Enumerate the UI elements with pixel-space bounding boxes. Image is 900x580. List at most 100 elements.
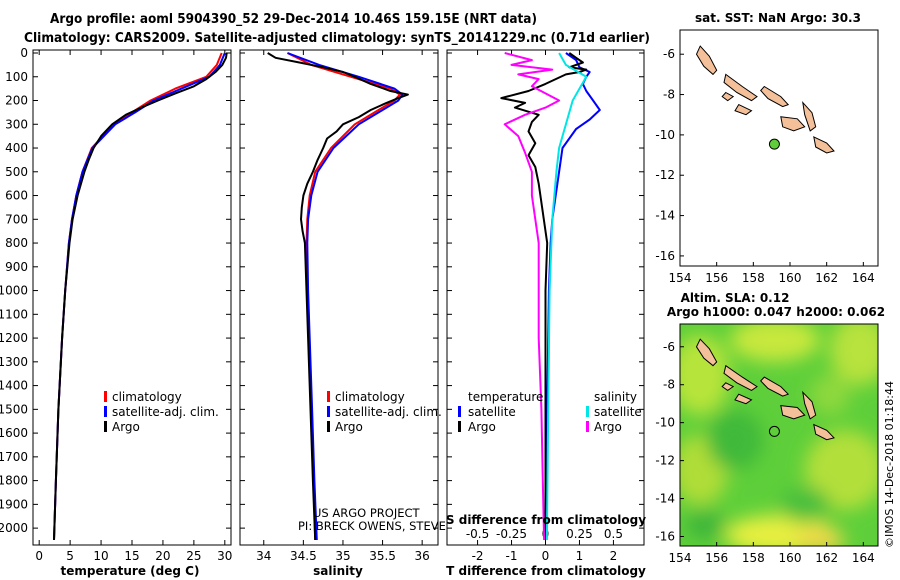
depth-tick-label: 800 (5, 236, 28, 250)
island-shape (734, 393, 753, 405)
sla-blob (707, 410, 763, 470)
map-y-tick-label: -6 (663, 340, 675, 354)
legend-header-temperature: temperature (468, 390, 543, 404)
sla-map-subtitle: Argo h1000: 0.047 h2000: 0.062 (667, 305, 885, 319)
series-line-satellite-adj-clim- (287, 52, 404, 541)
difference-plot-area: -2 -1 0 1 2-0.5 -0.25 0 0.25 0.5 (447, 50, 644, 563)
island-shape (723, 73, 758, 102)
map-x-tick-label: 158 (742, 551, 765, 565)
series-line-argo (53, 52, 228, 541)
sst-map-panel: sat. SST: NaN Argo: 30.3 154 156 158 160 162… (655, 11, 879, 285)
x-tick-label: 5 (66, 549, 74, 563)
depth-tick-label: 700 (5, 212, 28, 226)
salinity-plot-area: 34 34.5 35 35.5 36 (240, 50, 438, 563)
legend-label-satellite: satellite-adj. clim. (112, 405, 219, 419)
island-shape (760, 376, 790, 397)
depth-tick-label: 0 (20, 46, 28, 60)
depth-tick-labels: 0 100 200 300 400 500 600 700 800 900 1000 1100 1200… (0, 46, 28, 535)
x-tick-label: 25 (186, 549, 201, 563)
x-tick-label: 1 (576, 549, 584, 563)
temperature-panel: 0100200300400500600700800900100011001200… (0, 46, 232, 578)
x-tick-label: 34.5 (290, 549, 317, 563)
sla-map-panel: Altim. SLA: 0.12 Argo h1000: 0.047 h2000… (655, 291, 885, 565)
island-shape (813, 423, 835, 441)
temperature-plot-frame (32, 49, 232, 546)
legend-label-salinity-argo: Argo (594, 420, 622, 434)
depth-tick-label: 900 (5, 260, 28, 274)
depth-tick-label: 1000 (0, 284, 28, 298)
map-x-tick-label: 154 (669, 271, 692, 285)
map-y-tick-label: -16 (655, 530, 675, 544)
sst-map-title: sat. SST: NaN Argo: 30.3 (695, 11, 861, 25)
island-shape (780, 116, 806, 132)
map-y-tick-label: -14 (655, 209, 675, 223)
sla-blob (830, 324, 878, 385)
depth-tick-label: 1600 (0, 426, 28, 440)
depth-tick-label: 1700 (0, 450, 28, 464)
difference-panel: -2 -1 0 1 2-0.5 -0.25 0 0.25 0.5 S difference fr… (446, 49, 646, 578)
depth-tick-label: 200 (5, 94, 28, 108)
legend-mark-salinity-argo (586, 421, 589, 432)
map-x-tick-label: 164 (852, 551, 875, 565)
temperature-legend: climatology satellite-adj. clim. Argo (104, 390, 219, 434)
island-shape (721, 91, 735, 102)
title-line-2: Climatology: CARS2009. Satellite-adjuste… (24, 30, 650, 46)
depth-tick-label: 600 (5, 189, 28, 203)
x-tick-label: 0 (35, 549, 43, 563)
legend-label-climatology: climatology (335, 390, 405, 404)
map-x-tick-label: 160 (779, 271, 802, 285)
island-shape (721, 382, 735, 392)
footer-stamp: ©IMOS 14-Dec-2018 01:18:44 (883, 381, 896, 548)
legend-mark-satellite (327, 406, 330, 417)
series-line-argo (267, 52, 409, 541)
x2-tick-label: -0.25 (496, 527, 527, 541)
map-y-tick-label: -12 (655, 454, 675, 468)
map-x-tick-label: 156 (705, 551, 728, 565)
legend-mark-argo (327, 421, 330, 432)
x-tick-label: 35 (335, 549, 350, 563)
map-x-tick-label: 158 (742, 271, 765, 285)
x-tick-label: 0 (542, 549, 550, 563)
title-line-1: Argo profile: aoml 5904390_52 29-Dec-201… (50, 11, 537, 27)
salinity-panel: 34 34.5 35 35.5 36 salinity climatology sate… (239, 49, 554, 578)
depth-tick-label: 1100 (0, 307, 28, 321)
map-y-tick-label: -8 (663, 88, 675, 102)
island-shape (802, 390, 817, 420)
difference-xlabel-top: S difference from climatology (446, 513, 646, 527)
series-line-salinity-satellite (545, 52, 588, 541)
island-shape (813, 136, 835, 154)
island-shape (802, 101, 817, 132)
sla-blob (805, 430, 878, 510)
sla-blob (780, 487, 830, 523)
sla-blob (795, 528, 845, 546)
sst-map-area: 154 156 158 160 162 164 -6 -8 -10 -12 -14 -16 (655, 45, 875, 285)
map-y-tick-label: -16 (655, 249, 675, 263)
x2-tick-label: -0.5 (466, 527, 489, 541)
legend-mark-argo (104, 421, 107, 432)
x-tick-label: 20 (155, 549, 170, 563)
map-y-tick-label: -10 (655, 128, 675, 142)
depth-tick-label: 500 (5, 165, 28, 179)
series-line-temperature-argo (500, 52, 588, 540)
sla-heatmap-blobs (680, 324, 878, 546)
sla-blob (680, 335, 730, 415)
depth-tick-label: 1800 (0, 474, 28, 488)
island-shape (760, 85, 790, 108)
legend-mark-climatology (327, 391, 330, 402)
map-x-tick-label: 164 (852, 271, 875, 285)
difference-xlabel: T difference from climatology (446, 564, 646, 578)
legend-label-temperature-satellite: satellite (468, 405, 516, 419)
island-shape (780, 405, 806, 420)
argo-float-marker (768, 425, 780, 437)
legend-header-salinity: salinity (594, 390, 637, 404)
legend-label-satellite: satellite-adj. clim. (335, 405, 442, 419)
x-tick-label: 35.5 (369, 549, 396, 563)
depth-tick-label: 1200 (0, 331, 28, 345)
map-x-tick-label: 156 (705, 271, 728, 285)
salinity-plot-frame (239, 49, 439, 546)
salinity-legend: climatology satellite-adj. clim. Argo (327, 390, 442, 434)
legend-label-temperature-argo: Argo (468, 420, 496, 434)
map-y-tick-label: -6 (663, 47, 675, 61)
difference-legend: temperature salinity satellite Argo sate… (458, 390, 642, 434)
